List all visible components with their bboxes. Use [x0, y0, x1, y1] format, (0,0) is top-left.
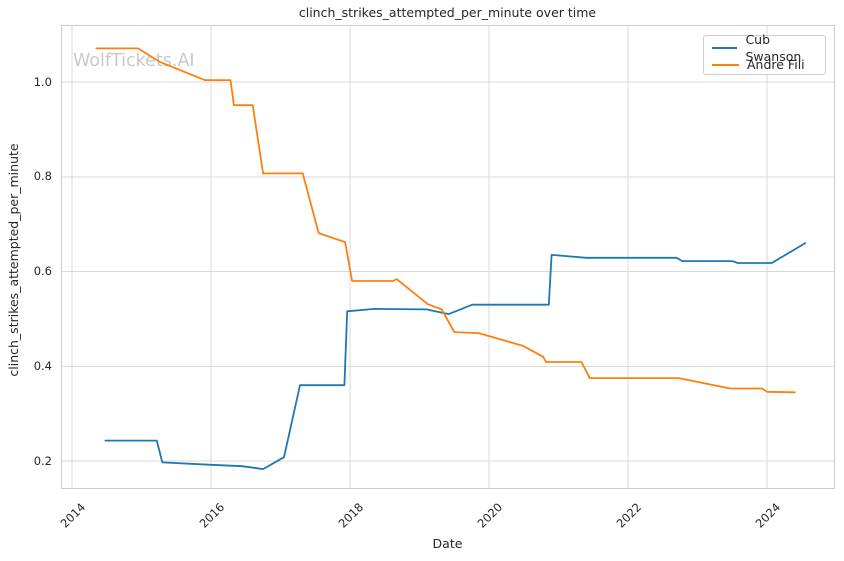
y-axis-label: clinch_strikes_attempted_per_minute	[6, 143, 21, 377]
legend-entry: Cub Swanson	[704, 32, 825, 64]
series-line-cub-swanson	[104, 242, 807, 471]
legend-line-swatch-icon	[712, 63, 739, 66]
legend-entry: Andre Fili	[704, 56, 825, 73]
chart-title: clinch_strikes_attempted_per_minute over…	[298, 5, 597, 20]
legend-label: Andre Fili	[747, 57, 805, 72]
series-line-andre-fili	[95, 47, 796, 394]
y-tick-label-1.0: 1.0	[33, 74, 52, 89]
legend-line-swatch-icon	[712, 46, 738, 49]
plot-border	[61, 25, 835, 489]
series-layer	[95, 47, 807, 471]
y-tick-label-0.8: 0.8	[33, 169, 52, 184]
legend-label: Cub Swanson	[745, 31, 802, 64]
y-tick-label-0.2: 0.2	[33, 453, 52, 468]
x-axis-label: Date	[432, 536, 463, 551]
y-tick-label-0.4: 0.4	[33, 358, 52, 373]
legend: Cub Swanson Andre Fili	[703, 32, 826, 75]
grid-layer	[61, 25, 835, 489]
y-tick-label-0.6: 0.6	[33, 264, 52, 278]
watermark-text: WolfTickets.AI	[73, 51, 195, 71]
